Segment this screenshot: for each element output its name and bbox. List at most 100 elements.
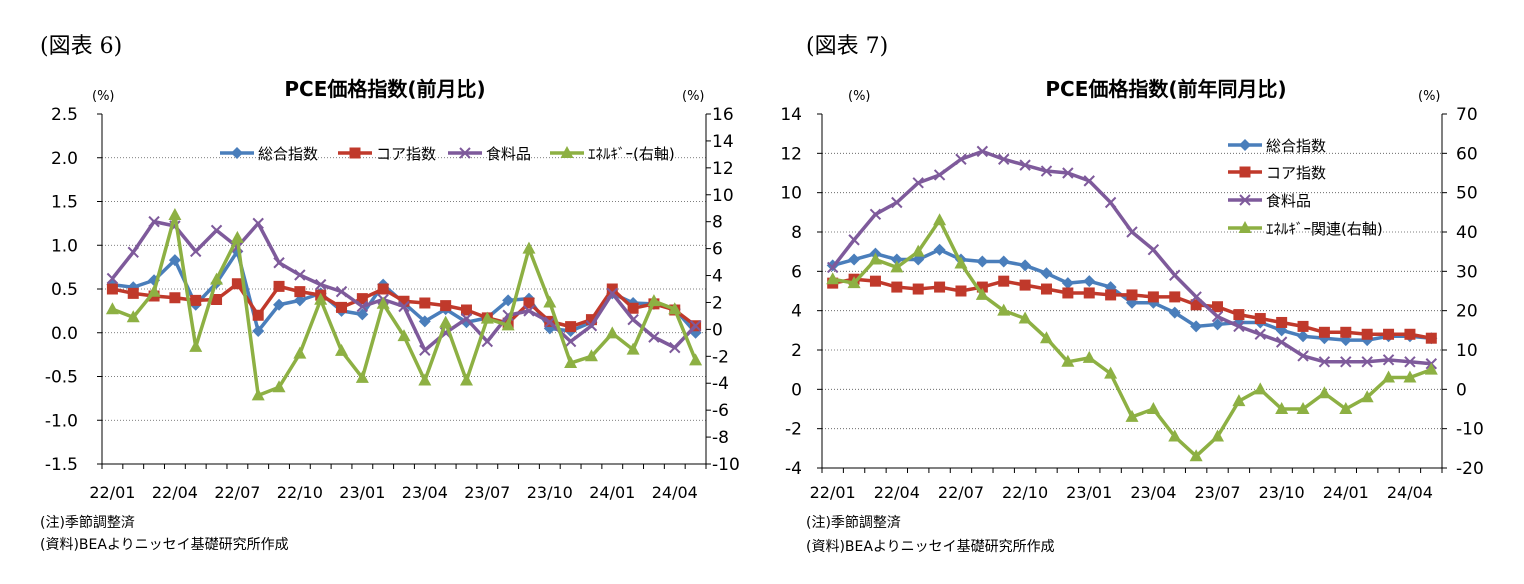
data-point-23/01 — [1083, 287, 1095, 299]
y-tick-label-left: 0.0 — [51, 324, 78, 344]
y-tick-label-left: -1.0 — [45, 411, 78, 431]
data-point-22/06 — [211, 294, 223, 305]
legend-label: 食料品 — [486, 145, 531, 163]
data-point-22/08 — [975, 287, 989, 300]
data-point-22/04 — [890, 260, 904, 273]
data-point-24/04 — [1404, 328, 1416, 340]
y-tick-label-right: 10 — [712, 186, 734, 206]
data-point-23/04 — [418, 315, 431, 328]
data-point-23/03 — [397, 329, 411, 342]
y-tick-label-right: 40 — [1456, 223, 1478, 243]
data-point-24/04 — [1404, 356, 1416, 368]
data-point-22/04 — [168, 207, 182, 220]
data-point-23/12 — [585, 314, 597, 326]
x-tick-label: 24/04 — [1387, 483, 1433, 502]
data-point-24/01 — [606, 287, 618, 300]
x-tick-label: 23/10 — [1259, 483, 1305, 502]
y-unit-left: (%) — [848, 89, 871, 104]
legend-label: ｴﾈﾙｷﾞｰ(右軸) — [588, 145, 675, 163]
data-point-23/01 — [356, 300, 369, 313]
data-point-24/01 — [605, 326, 619, 339]
data-point-22/03 — [147, 284, 161, 297]
data-point-22/05 — [912, 177, 924, 189]
data-point-23/08 — [1233, 320, 1245, 333]
y-tick-label-right: -6 — [712, 401, 729, 421]
legend-label: コア指数 — [376, 145, 436, 163]
data-point-24/05 — [1425, 332, 1437, 344]
y-tick-label-left: 2.0 — [51, 149, 78, 169]
data-point-22/08 — [252, 309, 264, 321]
y-tick-label-right: 14 — [712, 132, 734, 152]
data-point-23/08 — [1233, 309, 1245, 321]
x-tick-label: 23/10 — [527, 483, 573, 502]
data-point-22/02 — [126, 310, 140, 323]
x-tick-label: 22/01 — [89, 483, 135, 502]
data-point-22/01 — [826, 272, 840, 285]
data-point-22/02 — [848, 234, 860, 246]
data-point-23/06 — [1190, 320, 1203, 333]
y-tick-label-left: -1.5 — [45, 455, 78, 475]
data-point-23/05 — [1168, 429, 1182, 442]
y-tick-label-left: 1.0 — [51, 236, 78, 256]
data-point-22/03 — [868, 252, 882, 265]
data-point-23/04 — [1147, 243, 1160, 256]
data-point-22/12 — [1061, 354, 1075, 367]
data-point-24/02 — [1361, 328, 1373, 340]
data-point-23/10 — [544, 316, 556, 328]
data-point-22/06 — [933, 243, 946, 256]
data-point-22/06 — [210, 224, 223, 237]
data-point-23/03 — [1125, 409, 1139, 422]
data-point-22/02 — [127, 246, 139, 258]
line-chart-yoy: PCE価格指数(前年同月比)(%) (%)14121086420-2-470605… — [780, 77, 1484, 502]
legend-label: 総合指数 — [258, 145, 318, 163]
data-point-22/10 — [1019, 279, 1031, 291]
data-point-23/07 — [1211, 318, 1224, 331]
legend-marker — [459, 147, 471, 159]
data-point-22/09 — [997, 255, 1010, 268]
data-point-22/08 — [252, 217, 264, 230]
data-point-24/03 — [648, 331, 660, 343]
data-point-22/07 — [955, 153, 967, 165]
data-point-24/02 — [627, 302, 639, 314]
y-unit-left: (%) — [92, 89, 115, 104]
data-point-22/10 — [293, 346, 307, 359]
x-tick-label: 22/10 — [1002, 483, 1048, 502]
data-point-22/10 — [294, 286, 306, 298]
x-tick-label: 23/01 — [339, 483, 385, 502]
data-point-24/01 — [1340, 326, 1352, 338]
data-point-23/01 — [356, 308, 369, 321]
data-point-22/06 — [210, 272, 224, 285]
data-point-22/10 — [294, 269, 306, 281]
data-point-22/05 — [911, 244, 925, 257]
data-point-23/09 — [523, 305, 535, 317]
note-source: (資料)BEAよりニッセイ基礎研究所作成 — [806, 539, 1055, 555]
data-point-22/12 — [1061, 277, 1074, 290]
data-point-23/09 — [1254, 328, 1266, 340]
data-point-22/11 — [1039, 331, 1053, 344]
data-point-23/10 — [1276, 316, 1288, 328]
data-point-23/09 — [1254, 313, 1266, 325]
data-point-23/01 — [1083, 275, 1096, 288]
data-point-23/07 — [1212, 301, 1224, 313]
data-point-23/07 — [1211, 429, 1225, 442]
data-point-22/04 — [168, 254, 181, 267]
data-point-23/12 — [1317, 386, 1331, 399]
data-point-22/09 — [272, 380, 286, 393]
data-point-24/04 — [1403, 370, 1417, 383]
legend-marker — [1238, 221, 1252, 233]
legend-marker — [560, 146, 574, 158]
x-tick-label: 23/04 — [402, 483, 448, 502]
data-point-23/05 — [1169, 269, 1181, 281]
data-point-22/07 — [231, 278, 243, 290]
data-point-24/04 — [669, 341, 681, 354]
data-point-23/04 — [418, 373, 432, 386]
data-point-24/01 — [1340, 356, 1352, 368]
data-point-22/05 — [190, 294, 202, 306]
chart-panel-left: (図表 6) PCE価格指数(前月比) (%) (%) 2.5 2.0 1.5 1.0 0.5… — [40, 34, 740, 553]
y-tick-label-right: -10 — [1456, 420, 1484, 440]
y-tick-label-right: 8 — [712, 213, 723, 233]
x-tick-label: 23/04 — [1130, 483, 1176, 502]
data-point-22/11 — [314, 292, 328, 305]
series-energy — [826, 213, 1438, 462]
data-point-23/05 — [440, 300, 452, 312]
